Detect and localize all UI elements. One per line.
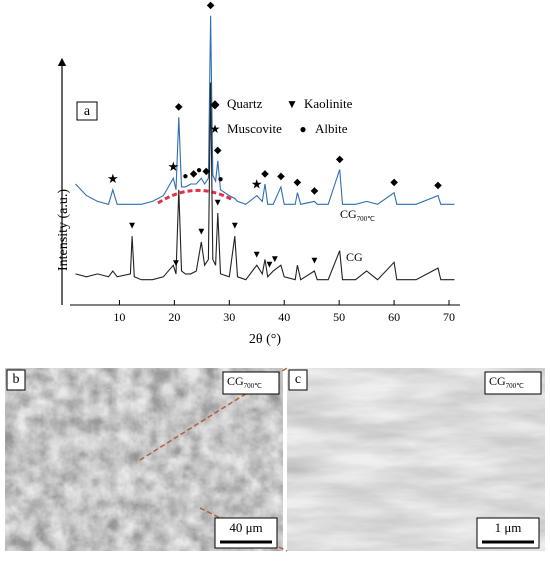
sample-box: [484, 371, 542, 395]
sample-name: CG: [489, 374, 506, 388]
peak-marker: ★: [107, 171, 119, 186]
panel-label-box: [6, 369, 26, 391]
x-tick-label: 70: [443, 310, 455, 324]
panel-label-box: [76, 101, 98, 121]
sample-box: [222, 371, 280, 395]
peak-marker: ◆: [202, 166, 210, 177]
sample-subscript: 700℃: [244, 382, 263, 390]
peak-marker: ▼: [252, 249, 262, 260]
peak-marker: ▼: [230, 220, 240, 231]
peak-marker: ▼: [264, 259, 274, 270]
sem-panels: b CG700℃40 μmc CG700℃1 μm: [5, 367, 545, 552]
sample-subscript: 700℃: [506, 382, 525, 390]
peak-marker: ◆: [190, 168, 198, 179]
panel-label: c: [295, 372, 301, 387]
sample-name: CG: [227, 374, 244, 388]
x-tick-label: 10: [113, 310, 125, 324]
peak-marker: ◆: [311, 186, 319, 197]
legend-label: Kaolinite: [304, 96, 353, 111]
peak-marker: ★: [251, 177, 263, 192]
peak-marker: ▼: [270, 254, 280, 265]
legend-label: Quartz: [227, 96, 263, 111]
peak-marker: ◆: [175, 102, 183, 113]
y-axis-title: Intensity (a.u.): [56, 189, 71, 271]
legend-symbol: ★: [210, 122, 221, 136]
series-line: [75, 15, 455, 205]
xrd-plot: a 2θ (°) Intensity (a.u.) 10 20 30 40 50 60 70…: [56, 0, 460, 347]
panel-label: b: [13, 372, 20, 387]
x-tick-label: 40: [278, 310, 290, 324]
x-tick-label: 50: [333, 310, 345, 324]
series-subscript: 700℃: [357, 215, 376, 223]
series-label: CG: [346, 250, 363, 264]
peak-marker: ◆: [336, 154, 344, 165]
peak-marker: ◆: [261, 168, 269, 179]
scale-label: 40 μm: [229, 520, 262, 535]
legend-symbol: ◆: [210, 97, 220, 111]
peak-marker: ▼: [309, 255, 319, 266]
x-tick-label: 30: [223, 310, 235, 324]
series-name: CG: [340, 207, 357, 221]
x-tick-label: 60: [388, 310, 400, 324]
series-line: [75, 82, 455, 281]
panel-label: a: [84, 104, 91, 119]
x-tick-label: 20: [168, 310, 180, 324]
peak-marker: ◆: [294, 177, 302, 188]
sample-label: CG700℃: [489, 374, 524, 390]
peak-marker: ◆: [390, 177, 398, 188]
peak-marker: ▼: [127, 220, 137, 231]
peak-marker: ◆: [277, 171, 285, 182]
sample-label: CG700℃: [227, 374, 262, 390]
legend-label: Muscovite: [227, 121, 282, 136]
scale-label: 1 μm: [495, 520, 522, 535]
peak-marker: ★: [167, 159, 179, 174]
legend-symbol: ▼: [286, 97, 298, 111]
peak-marker: ◆: [434, 180, 442, 191]
x-axis-title: 2θ (°): [249, 332, 281, 347]
peak-marker: ●: [217, 174, 223, 185]
peak-marker: ▼: [213, 197, 223, 208]
panel-label-box: [288, 369, 308, 391]
peak-marker: ▼: [171, 258, 181, 269]
peak-marker: ●: [196, 165, 202, 176]
peak-marker: ▼: [196, 226, 206, 237]
peak-marker: ◆: [207, 0, 215, 11]
legend-label: Albite: [315, 121, 348, 136]
peak-marker: ◆: [214, 145, 222, 156]
legend-symbol: ●: [299, 122, 306, 136]
peak-marker: ●: [182, 171, 188, 182]
series-label: CG700℃: [340, 207, 375, 223]
